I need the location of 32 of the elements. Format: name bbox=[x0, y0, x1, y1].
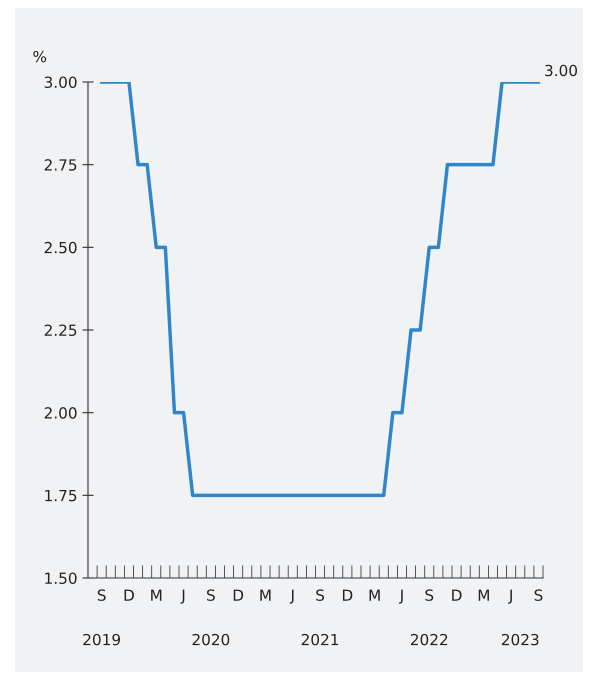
line-series bbox=[100, 82, 540, 498]
x-tick-label: J bbox=[290, 590, 294, 604]
text: 2020 bbox=[192, 634, 230, 646]
x-tick-label: M bbox=[370, 590, 380, 601]
x-tick-label: M bbox=[478, 590, 489, 601]
x-tick-label: J bbox=[398, 590, 403, 604]
x-tick-label: S bbox=[425, 589, 434, 601]
x-tick-label: S bbox=[207, 589, 215, 601]
y-tick-label: 1.75 bbox=[45, 490, 76, 502]
x-tick-label: S bbox=[316, 589, 324, 601]
x-tick-label: S bbox=[534, 589, 542, 601]
y-tick-label: 2.25 bbox=[44, 324, 76, 336]
x-tick-label: D bbox=[342, 590, 352, 601]
text: 2022 bbox=[410, 634, 448, 646]
x-tick-label: D bbox=[124, 590, 134, 601]
x-tick-label: J bbox=[508, 590, 512, 604]
x-tick-label: M bbox=[260, 590, 271, 601]
text: 2023 bbox=[502, 634, 538, 646]
y-tick-label: 1.50 bbox=[45, 572, 77, 584]
y-tick-label: 2.75 bbox=[44, 159, 76, 171]
x-tick-label: S bbox=[98, 589, 106, 601]
text: 2021 bbox=[302, 634, 338, 646]
y-tick-label: 3.00 bbox=[44, 76, 77, 88]
x-tick-label: M bbox=[151, 590, 162, 601]
data-label: 3.00 bbox=[545, 64, 578, 76]
x-tick-label: D bbox=[452, 590, 462, 601]
y-tick-label: 2.50 bbox=[44, 242, 77, 254]
y-tick-label: 2.00 bbox=[44, 407, 77, 419]
text: 2019 bbox=[83, 634, 120, 646]
x-tick-label: J bbox=[180, 590, 184, 604]
x-tick-label: D bbox=[234, 590, 244, 601]
y-axis-title: % bbox=[33, 50, 46, 62]
